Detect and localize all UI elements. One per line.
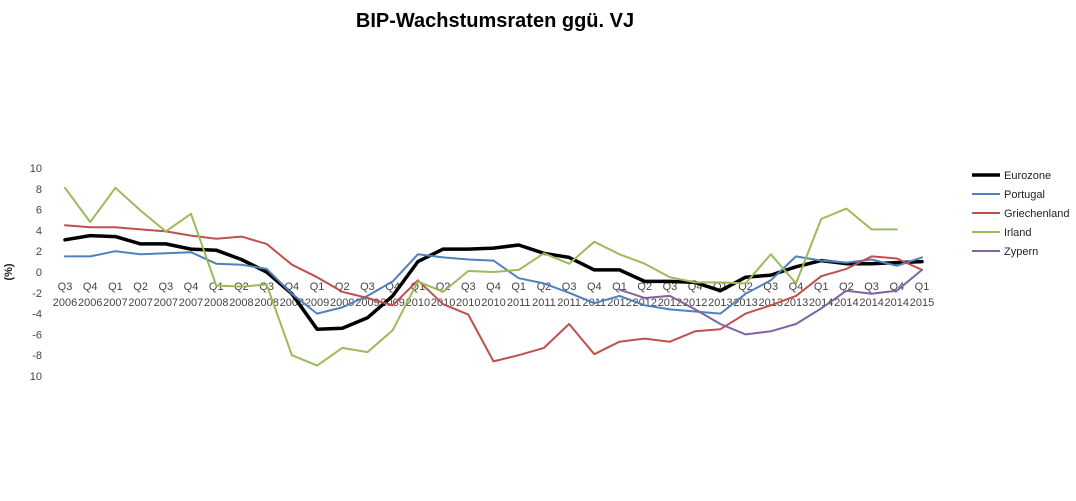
- x-tick-quarter: Q3: [864, 281, 879, 293]
- y-tick-label: 8: [36, 184, 42, 196]
- x-tick-year: 2013: [733, 297, 757, 309]
- y-axis-label: (%): [3, 263, 15, 280]
- x-tick-quarter: Q3: [58, 281, 73, 293]
- x-tick-quarter: Q1: [209, 281, 224, 293]
- x-tick-year: 2010: [406, 297, 430, 309]
- y-tick-label: -2: [32, 288, 42, 300]
- chart-title: BIP-Wachstumsraten ggü. VJ: [355, 10, 635, 32]
- x-tick-year: 2012: [607, 297, 631, 309]
- x-axis-ticks: Q3 2006 Q4 2006 Q1 2007 Q2 2007 Q3 2007 Q4 2007 Q1 20…: [53, 281, 934, 309]
- x-tick-year: 2014: [859, 297, 883, 309]
- x-tick-quarter: Q4: [587, 281, 602, 293]
- x-tick-year: 2009: [330, 297, 354, 309]
- x-tick-quarter: Q4: [486, 281, 501, 293]
- legend-item: Portugal: [972, 189, 1045, 201]
- legend-item: Eurozone: [972, 170, 1051, 182]
- x-tick-quarter: Q1: [915, 281, 930, 293]
- x-tick-year: 2007: [154, 297, 178, 309]
- x-tick-year: 2008: [204, 297, 228, 309]
- x-tick-quarter: Q2: [637, 281, 652, 293]
- x-tick-year: 2013: [708, 297, 732, 309]
- x-tick-year: 2007: [103, 297, 127, 309]
- x-tick-year: 2013: [784, 297, 808, 309]
- x-tick-quarter: Q3: [158, 281, 173, 293]
- series-line-zypern: [618, 268, 923, 336]
- legend: Eurozone Portugal Griechenland Irland Zypern: [972, 170, 1069, 258]
- legend-label: Griechenland: [1004, 208, 1069, 220]
- x-tick-year: 2006: [78, 297, 102, 309]
- x-tick-year: 2012: [683, 297, 707, 309]
- x-tick-quarter: Q1: [814, 281, 829, 293]
- x-tick-year: 2011: [507, 297, 531, 309]
- legend-item: Irland: [972, 227, 1032, 239]
- x-tick-year: 2009: [305, 297, 329, 309]
- x-tick-quarter: Q4: [184, 281, 199, 293]
- x-tick-quarter: Q4: [789, 281, 804, 293]
- series-line-irland: [64, 186, 898, 367]
- x-tick-year: 2011: [557, 297, 581, 309]
- y-tick-label: 10: [30, 163, 42, 175]
- legend-label: Zypern: [1004, 246, 1038, 258]
- y-tick-label: 0: [36, 267, 42, 279]
- x-tick-year: 2013: [759, 297, 783, 309]
- x-tick-year: 2011: [532, 297, 556, 309]
- series-lines: [63, 186, 924, 367]
- x-tick-quarter: Q4: [83, 281, 98, 293]
- x-tick-quarter: Q3: [461, 281, 476, 293]
- x-tick-quarter: Q3: [663, 281, 678, 293]
- x-tick-year: 2015: [910, 297, 934, 309]
- x-tick-quarter: Q1: [310, 281, 325, 293]
- legend-label: Portugal: [1004, 189, 1045, 201]
- y-tick-label: 4: [36, 225, 42, 237]
- x-tick-year: 2010: [456, 297, 480, 309]
- x-tick-year: 2007: [128, 297, 152, 309]
- legend-item: Griechenland: [972, 208, 1069, 220]
- legend-label: Eurozone: [1004, 170, 1051, 182]
- x-tick-year: 2014: [809, 297, 833, 309]
- x-tick-year: 2006: [53, 297, 77, 309]
- x-tick-year: 2010: [481, 297, 505, 309]
- y-tick-label: 2: [36, 246, 42, 258]
- x-tick-quarter: Q2: [839, 281, 854, 293]
- series-line-griechenland: [64, 224, 923, 363]
- x-tick-year: 2014: [834, 297, 858, 309]
- x-tick-year: 2014: [885, 297, 909, 309]
- legend-item: Zypern: [972, 246, 1038, 258]
- x-tick-quarter: Q3: [360, 281, 375, 293]
- x-tick-quarter: Q1: [511, 281, 526, 293]
- y-axis-ticks: 10 8 6 4 2 0 -2 -4 -6 -8 10: [30, 163, 42, 383]
- x-tick-quarter: Q1: [108, 281, 123, 293]
- x-tick-year: 2008: [229, 297, 253, 309]
- y-tick-label: -6: [32, 329, 42, 341]
- x-tick-year: 2007: [179, 297, 203, 309]
- y-tick-label: 10: [30, 371, 42, 383]
- y-tick-label: -4: [32, 309, 42, 321]
- x-tick-quarter: Q2: [133, 281, 148, 293]
- x-tick-quarter: Q3: [562, 281, 577, 293]
- legend-label: Irland: [1004, 227, 1032, 239]
- x-tick-quarter: Q4: [889, 281, 904, 293]
- y-tick-label: -8: [32, 350, 42, 362]
- x-tick-quarter: Q3: [763, 281, 778, 293]
- y-tick-label: 6: [36, 205, 42, 217]
